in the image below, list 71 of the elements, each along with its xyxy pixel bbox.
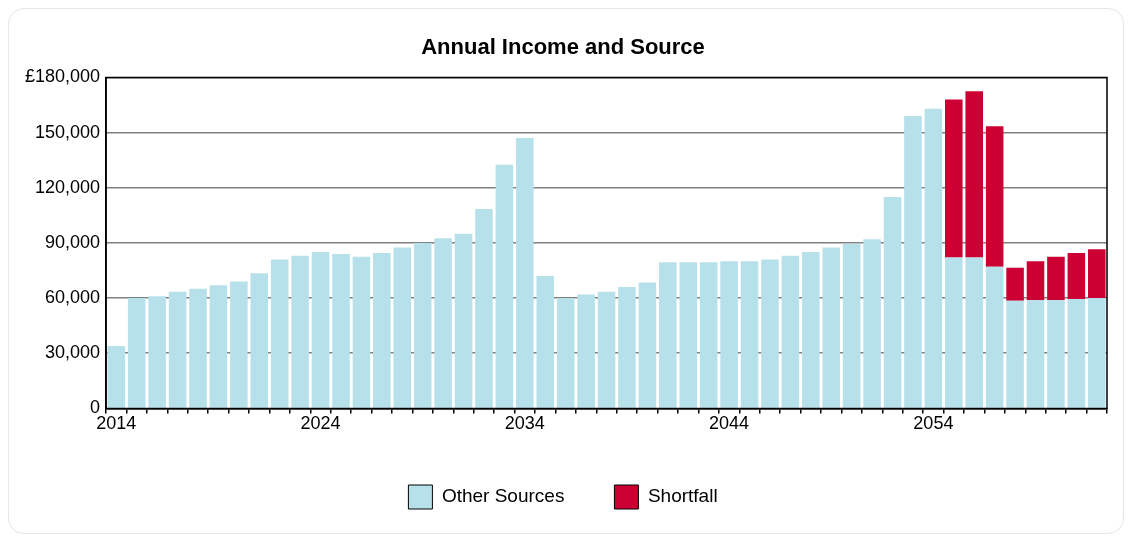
bar xyxy=(1026,261,1045,300)
bar xyxy=(740,261,759,408)
bar xyxy=(577,294,595,408)
bar xyxy=(311,252,330,408)
bar xyxy=(618,287,636,408)
bar xyxy=(1088,249,1106,299)
bar xyxy=(393,247,412,408)
bar xyxy=(945,257,963,408)
bar xyxy=(1067,253,1086,299)
bar xyxy=(413,242,432,408)
bar xyxy=(373,253,391,408)
legend-label: Other Sources xyxy=(441,485,565,507)
bar xyxy=(1006,267,1024,301)
y-tick-label: 90,000 xyxy=(45,231,101,252)
bar xyxy=(475,208,493,408)
bar xyxy=(495,164,514,408)
bar xyxy=(536,276,555,408)
bar xyxy=(107,345,126,408)
bar xyxy=(965,91,984,258)
bar xyxy=(168,291,187,408)
bar xyxy=(250,273,269,408)
bar xyxy=(189,288,207,408)
bar xyxy=(209,285,228,408)
y-tick-label: 120,000 xyxy=(35,176,101,197)
bar xyxy=(148,296,166,408)
bar xyxy=(699,262,718,408)
bar xyxy=(434,238,452,408)
bar xyxy=(904,116,922,408)
bar xyxy=(270,259,289,408)
y-tick-label: £180,000 xyxy=(25,66,101,87)
bar xyxy=(781,255,800,408)
bar xyxy=(556,298,575,408)
bar xyxy=(1026,299,1045,408)
bar xyxy=(230,281,248,408)
bar xyxy=(761,259,779,408)
bar xyxy=(985,266,1004,408)
x-tick-label: 2024 xyxy=(300,413,341,434)
bar xyxy=(1047,256,1065,300)
bar xyxy=(679,262,698,408)
bar xyxy=(516,138,534,408)
bar xyxy=(352,256,371,408)
bar xyxy=(822,247,841,408)
bar xyxy=(1006,300,1024,408)
bar xyxy=(659,262,677,408)
x-tick-label: 2034 xyxy=(504,413,545,434)
x-tick-label: 2044 xyxy=(709,413,750,434)
bar xyxy=(863,239,881,408)
y-tick-label: 60,000 xyxy=(45,287,101,308)
legend-label: Shortfall xyxy=(647,485,718,507)
bar xyxy=(883,196,902,408)
chart-title: Annual Income and Source xyxy=(421,34,705,60)
bar xyxy=(638,282,657,408)
bar xyxy=(842,243,861,408)
bar xyxy=(720,261,738,408)
bar xyxy=(945,99,963,258)
bar xyxy=(802,252,820,408)
bar xyxy=(985,126,1004,267)
bar xyxy=(965,257,984,408)
x-tick-label: 2054 xyxy=(913,413,954,434)
bar xyxy=(291,255,309,408)
bar xyxy=(454,233,473,408)
bar xyxy=(127,298,146,408)
y-tick-label: 150,000 xyxy=(35,121,101,142)
bar xyxy=(924,108,943,408)
x-tick-label: 2014 xyxy=(96,413,137,434)
bar xyxy=(332,253,350,408)
bar xyxy=(1067,298,1086,408)
bar xyxy=(1047,299,1065,408)
y-tick-label: 30,000 xyxy=(45,342,101,363)
bar xyxy=(1088,298,1106,408)
bar xyxy=(597,291,616,408)
